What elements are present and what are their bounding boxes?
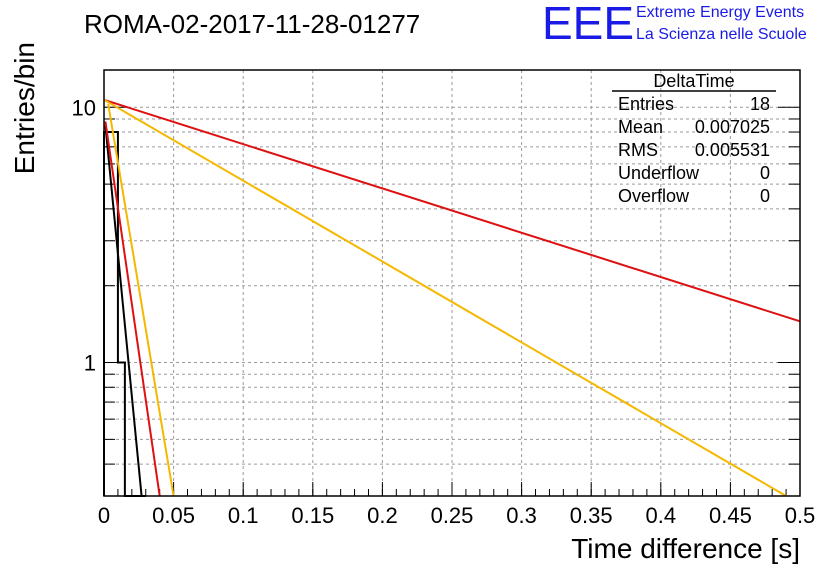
stats-row-value: 0 [760,163,770,183]
fit-curve [104,121,161,497]
eee-logo-mark: EEE [542,0,634,49]
grid [104,70,800,497]
x-tick-label: 0.35 [570,503,613,528]
x-tick-label: 0.45 [709,503,752,528]
eee-logo-line1: Extreme Energy Events [636,4,804,21]
x-tick-label: 0 [98,503,110,528]
stats-rows: Entries 18 Mean 0.007025 RMS 0.005531 Underflo… [618,94,770,206]
series-layer [103,98,801,497]
eee-logo-line2: La Scienza nelle Scuole [636,26,807,43]
y-tick-label: 10 [72,95,96,120]
fit-curve [107,103,175,497]
x-tick-label: 0.3 [506,503,537,528]
fit-curve [103,98,787,497]
fit-curve [103,98,801,323]
histogram-outline [103,131,146,497]
x-tick-label: 0.5 [785,503,816,528]
x-tick-label: 0.25 [431,503,474,528]
stats-row-label: Underflow [618,163,700,183]
y-tick-label: 1 [84,351,96,376]
stats-box: DeltaTime Entries 18 Mean 0.007025 RMS 0.0055… [612,71,776,206]
stats-row-value: 0.005531 [695,140,770,160]
x-tick-label: 0.15 [291,503,334,528]
stats-row-value: 0 [760,186,770,206]
stats-box-title: DeltaTime [653,71,734,91]
run-title: ROMA-02-2017-11-28-01277 [84,9,420,39]
stats-row-value: 0.007025 [695,117,770,137]
x-tick-label: 0.05 [152,503,195,528]
plot-frame [103,69,801,497]
y-axis-label: Entries/bin [9,42,40,174]
stats-row-label: RMS [618,140,658,160]
stats-row-value: 18 [750,94,770,114]
stats-row-label: Mean [618,117,663,137]
axes: 0 0.05 0.1 0.15 0.2 0.25 0.3 0.35 0.4 0.45 0.5 1 10 [72,95,816,528]
fit-curve [104,125,143,497]
x-tick-label: 0.2 [367,503,398,528]
stats-row-label: Overflow [618,186,690,206]
x-axis-label: Time difference [s] [571,533,800,564]
eee-logo: EEE Extreme Energy Events La Scienza nel… [542,0,807,49]
x-tick-label: 0.1 [228,503,259,528]
x-tick-label: 0.4 [646,503,677,528]
stats-row-label: Entries [618,94,674,114]
